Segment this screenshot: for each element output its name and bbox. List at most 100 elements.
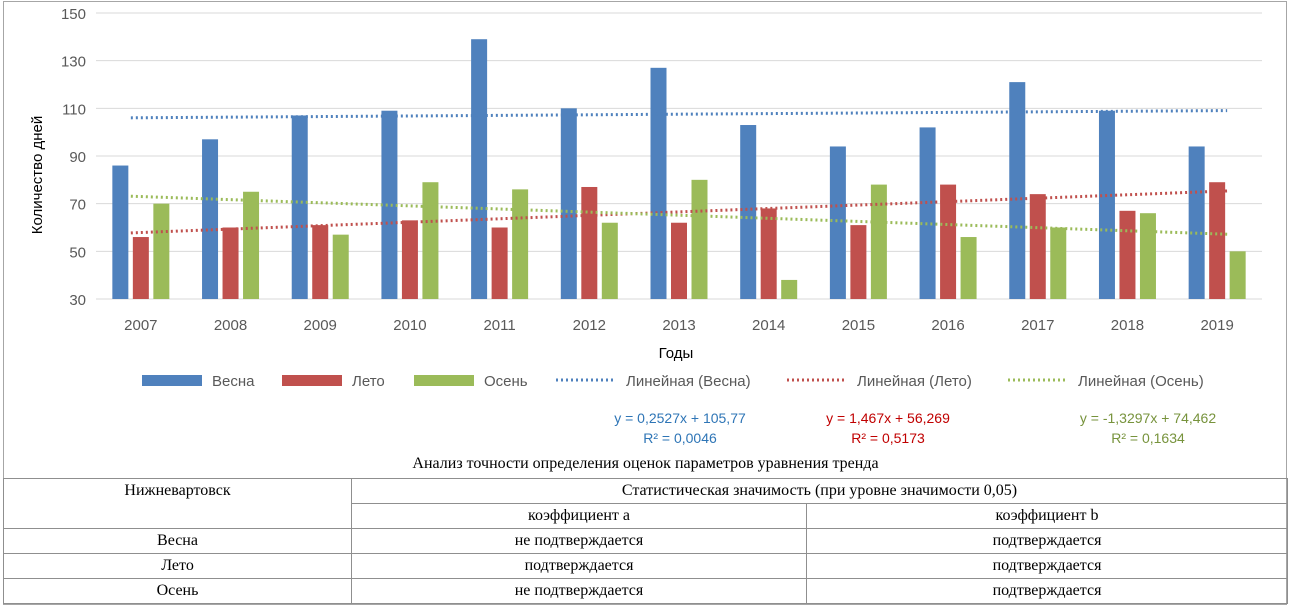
bar-summer xyxy=(222,227,239,299)
bar-spring xyxy=(202,139,219,299)
coef-a-cell: не подтверждается xyxy=(351,528,807,554)
season-cell: Весна xyxy=(3,528,352,554)
x-tick-label: 2019 xyxy=(1200,317,1233,334)
bar-spring xyxy=(829,146,846,299)
bar-autumn xyxy=(781,279,798,299)
bar-autumn xyxy=(153,203,170,299)
bar-autumn xyxy=(243,191,260,299)
bar-spring xyxy=(560,108,577,299)
y-tick-label: 50 xyxy=(69,244,86,261)
x-tick-label: 2015 xyxy=(842,317,875,334)
significance-header: Статистическая значимость (при уровне зн… xyxy=(351,478,1288,504)
x-tick-label: 2016 xyxy=(931,317,964,334)
season-cell: Осень xyxy=(3,578,352,604)
legend-swatch-summer xyxy=(282,375,342,386)
bar-autumn xyxy=(332,234,349,299)
significance-table: Нижневартовск Статистическая значимость … xyxy=(3,478,1288,604)
trend-equation-spring: y = 0,2527x + 105,77 R² = 0,0046 xyxy=(590,408,770,448)
bar-autumn xyxy=(691,179,708,299)
bar-summer xyxy=(491,227,508,299)
y-axis-title: Количество дней xyxy=(29,116,46,234)
x-tick-label: 2013 xyxy=(662,317,695,334)
coef-a-cell: подтверждается xyxy=(351,553,807,579)
bar-summer xyxy=(850,225,867,299)
x-tick-label: 2011 xyxy=(483,317,515,334)
chart-frame xyxy=(3,1,1287,605)
legend-label-trend-spring: Линейная (Весна) xyxy=(626,373,751,390)
legend-swatch-spring xyxy=(142,375,202,386)
equation-spring: y = 0,2527x + 105,77 xyxy=(614,410,746,426)
y-tick-label: 130 xyxy=(61,54,86,71)
bar-spring xyxy=(650,67,667,299)
bar-autumn xyxy=(960,237,977,299)
bar-autumn xyxy=(1229,251,1246,299)
bar-autumn xyxy=(601,222,618,299)
x-axis-title: Годы xyxy=(659,345,694,362)
table-header-row: Нижневартовск Статистическая значимость … xyxy=(3,478,1288,529)
bar-spring xyxy=(112,165,129,299)
table-subheader-row: коэффициент a коэффициент b xyxy=(4,503,1288,529)
coef-b-cell: подтверждается xyxy=(806,553,1288,579)
bar-spring xyxy=(1098,110,1115,299)
x-tick-label: 2017 xyxy=(1021,317,1054,334)
x-tick-label: 2012 xyxy=(573,317,606,334)
coef-a-cell: не подтверждается xyxy=(351,578,807,604)
bar-autumn xyxy=(870,184,887,299)
bar-summer xyxy=(940,184,957,299)
legend-swatch-autumn xyxy=(414,375,474,386)
bar-summer xyxy=(760,208,777,299)
bar-spring xyxy=(291,115,308,299)
legend-label-trend-autumn: Линейная (Осень) xyxy=(1078,373,1204,390)
x-tick-label: 2009 xyxy=(304,317,337,334)
bar-summer xyxy=(312,225,329,299)
x-tick-label: 2014 xyxy=(752,317,785,334)
bar-summer xyxy=(671,222,687,299)
bar-spring xyxy=(1188,146,1205,299)
legend-label-autumn: Осень xyxy=(484,373,528,390)
bar-spring xyxy=(1009,82,1026,299)
x-tick-label: 2007 xyxy=(124,317,157,334)
bar-spring xyxy=(381,110,398,299)
bar-spring xyxy=(919,127,936,300)
bar-spring xyxy=(471,39,488,299)
y-tick-label: 150 xyxy=(61,6,86,23)
bar-summer xyxy=(1029,194,1046,299)
r2-spring: R² = 0,0046 xyxy=(643,430,717,446)
table-row: Весна не подтверждается подтверждается xyxy=(3,528,1288,554)
coef-b-cell: подтверждается xyxy=(806,528,1288,554)
trendline-spring xyxy=(130,109,1228,120)
coef-a-header: коэффициент a xyxy=(351,503,807,529)
equation-summer: y = 1,467x + 56,269 xyxy=(826,410,950,426)
y-tick-label: 70 xyxy=(69,197,86,214)
bar-autumn xyxy=(1050,227,1067,299)
bar-autumn xyxy=(422,182,439,299)
trend-equation-autumn: y = -1,3297x + 74,462 R² = 0,1634 xyxy=(1058,408,1238,448)
equation-autumn: y = -1,3297x + 74,462 xyxy=(1079,410,1217,426)
bar-autumn xyxy=(1139,213,1156,299)
x-tick-label: 2018 xyxy=(1111,317,1144,334)
bar-summer xyxy=(132,237,149,299)
trend-equation-summer: y = 1,467x + 56,269 R² = 0,5173 xyxy=(798,408,978,448)
chart: 30 50 70 90 110 130 150 2007 2008 2009 2010 2011 201… xyxy=(29,6,1262,390)
season-cell: Лето xyxy=(3,553,352,579)
legend-label-summer: Лето xyxy=(352,373,385,390)
y-tick-label: 90 xyxy=(69,149,86,166)
bar-autumn xyxy=(512,189,529,299)
r2-summer: R² = 0,5173 xyxy=(851,430,925,446)
city-header: Нижневартовск xyxy=(3,478,352,529)
r2-autumn: R² = 0,1634 xyxy=(1111,430,1185,446)
coef-b-header: коэффициент b xyxy=(806,503,1288,529)
table-title: Анализ точности определения оценок парам… xyxy=(412,455,879,472)
y-tick-label: 30 xyxy=(69,292,86,309)
bar-summer xyxy=(1209,182,1226,299)
y-tick-label: 110 xyxy=(62,101,86,118)
table-row: Лето подтверждается подтверждается xyxy=(3,553,1288,579)
table-row: Осень не подтверждается подтверждается xyxy=(3,578,1288,604)
bar-summer xyxy=(1119,210,1136,299)
x-tick-label: 2010 xyxy=(393,317,426,334)
bar-summer xyxy=(401,220,418,299)
legend-label-spring: Весна xyxy=(212,373,255,390)
coef-b-cell: подтверждается xyxy=(806,578,1288,604)
x-tick-label: 2008 xyxy=(214,317,247,334)
bar-summer xyxy=(581,186,598,299)
